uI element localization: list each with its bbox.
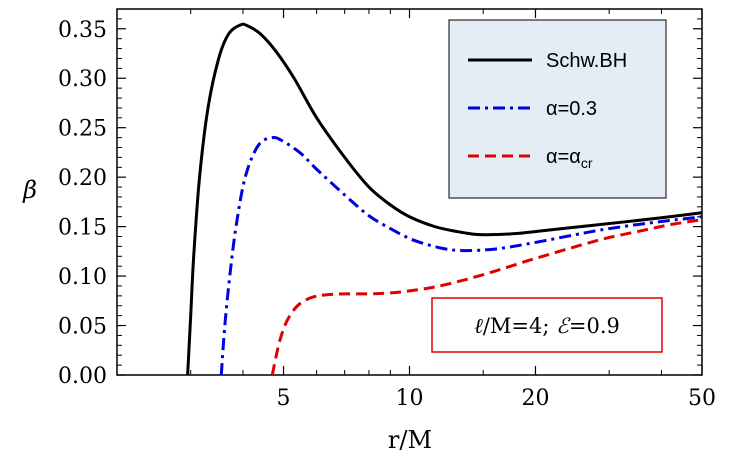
series-line-0: [186, 22, 702, 375]
annotation: ℓ/M=4; ℰ=0.9: [431, 297, 663, 353]
series-line-2: [270, 218, 702, 375]
legend: Schw.BH α=0.3 α=αcr: [448, 19, 667, 199]
y-tick-label: 0.35: [58, 18, 107, 43]
ticks-layer: 5 10 20 50 0.00 0.05 0.10 0.15 0.20 0.25 0.30 0.35: [58, 9, 716, 411]
y-tick-label: 0.20: [58, 166, 107, 191]
series-layer: [186, 22, 702, 375]
y-axis-label: β: [22, 176, 37, 204]
x-tick-label: 10: [396, 386, 424, 411]
x-tick-label: 50: [688, 386, 716, 411]
legend-label-schw: Schw.BH: [546, 50, 627, 72]
x-tick-label: 20: [521, 386, 549, 411]
annotation-text: ℓ/M=4; ℰ=0.9: [474, 314, 620, 338]
y-tick-label: 0.05: [58, 315, 107, 340]
x-axis-label: r/M: [388, 426, 432, 454]
series-line-1: [219, 135, 702, 375]
y-tick-label: 0.25: [58, 117, 107, 142]
annotation-box: [431, 297, 663, 353]
y-tick-label: 0.30: [58, 67, 107, 92]
x-tick-label: 5: [277, 386, 291, 411]
y-tick-label: 0.00: [58, 364, 107, 389]
y-tick-label: 0.15: [58, 216, 107, 241]
y-tick-label: 0.10: [58, 265, 107, 290]
legend-label-alpha03: α=0.3: [546, 98, 597, 120]
